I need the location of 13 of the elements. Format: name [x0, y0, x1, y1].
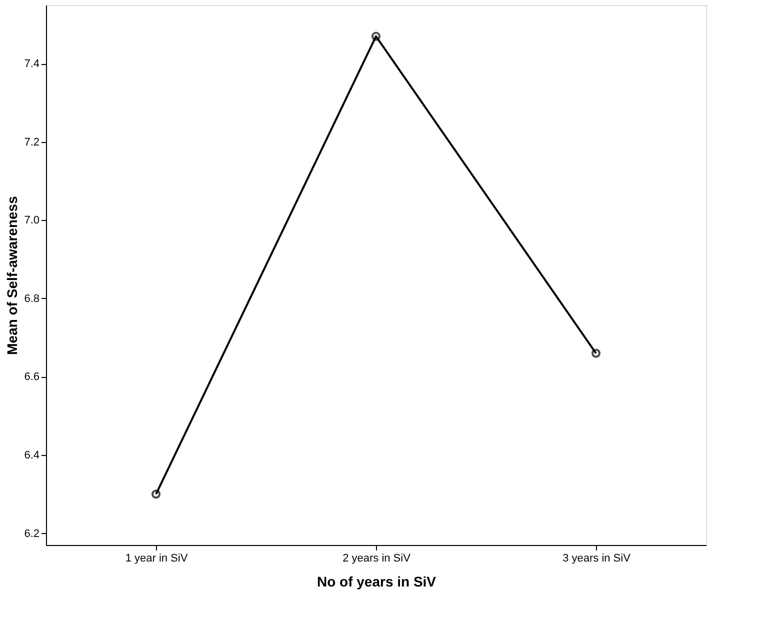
y-tick-label: 7.2 [24, 136, 40, 148]
x-tick-label: 3 years in SiV [562, 552, 632, 564]
y-tick-label: 6.6 [24, 371, 40, 384]
x-tick-label: 2 years in SiV [342, 552, 412, 564]
y-tick-label: 6.8 [24, 292, 40, 305]
x-tick-label: 1 year in SiV [125, 552, 188, 564]
y-axis-title: Mean of Self-awareness [4, 196, 20, 355]
point [371, 32, 381, 41]
x-axis-title: No of years in SiV [316, 574, 437, 590]
y-tick-label: 6.2 [24, 528, 40, 540]
y-tick-label: 7.4 [24, 58, 40, 70]
y-tick-label: 6.4 [24, 450, 40, 462]
y-tick-label: 7.0 [24, 214, 40, 227]
